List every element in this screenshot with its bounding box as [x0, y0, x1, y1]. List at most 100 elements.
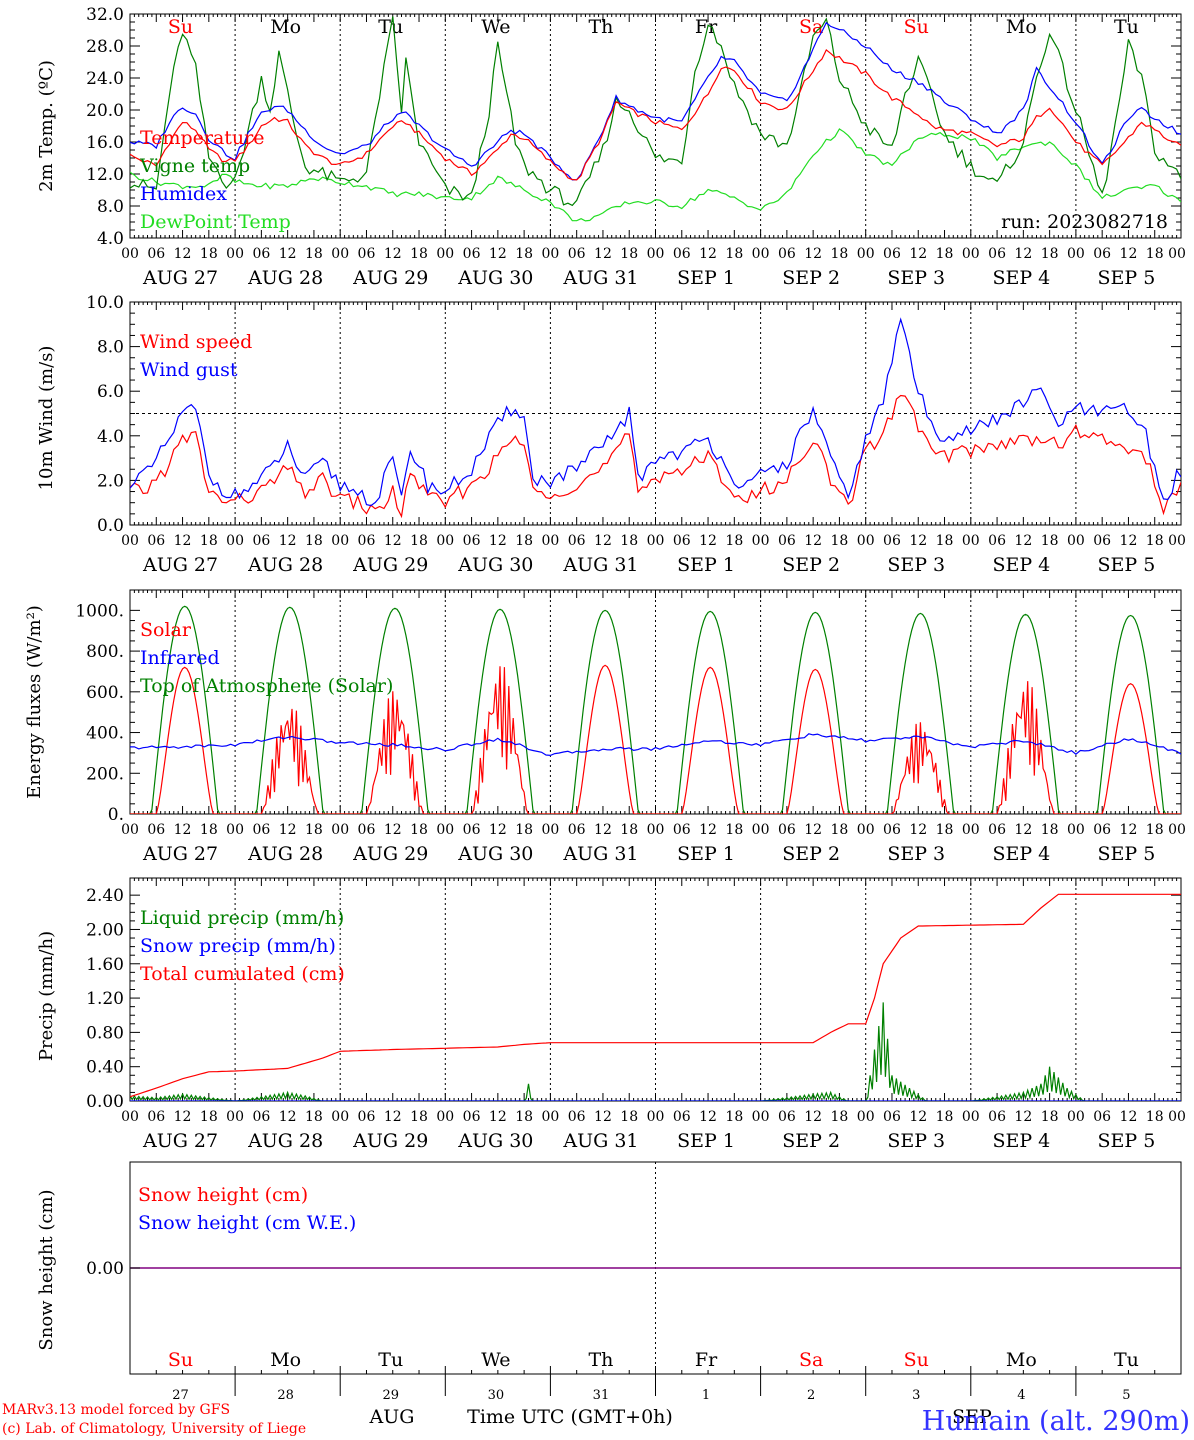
snow-y-tick-label: 0.00: [86, 1259, 124, 1279]
temp-hour-label: 00: [857, 246, 875, 262]
temp-hour-label: 12: [1120, 246, 1138, 262]
wind-hour-label: 18: [410, 533, 428, 549]
wind-hour-label: 00: [331, 533, 349, 549]
precip-hour-label: 00: [436, 1109, 454, 1125]
energy-hour-label: 06: [358, 822, 376, 838]
wind-hour-label: 06: [988, 533, 1006, 549]
wind-date-label: AUG 27: [142, 554, 218, 576]
wind-date-label: AUG 29: [352, 554, 428, 576]
energy-hour-label: 06: [568, 822, 586, 838]
energy-series-infrared: [130, 733, 1181, 757]
temp-hour-label: 06: [463, 246, 481, 262]
precip-date-label: AUG 28: [247, 1130, 323, 1152]
precip-hour-label: 00: [857, 1109, 875, 1125]
energy-hour-label: 12: [1120, 822, 1138, 838]
temp-hour-label: 12: [174, 246, 192, 262]
temp-day-name: We: [481, 16, 510, 38]
precip-date-label: AUG 27: [142, 1130, 218, 1152]
precip-hour-label: 18: [620, 1109, 638, 1125]
ylabel-energy: Energy fluxes (W/m²): [24, 605, 45, 799]
wind-hour-label: 12: [804, 533, 822, 549]
energy-hour-label: 18: [515, 822, 533, 838]
temp-date-label: SEP 3: [887, 267, 945, 289]
wind-y-tick-label: 4.0: [97, 427, 124, 447]
wind-hour-label: 00: [1067, 533, 1085, 549]
bottom-day-name: We: [481, 1349, 510, 1371]
temp-hour-label: 06: [988, 246, 1006, 262]
wind-legend: Wind speed Wind gust: [140, 331, 252, 381]
energy-hour-label: 18: [200, 822, 218, 838]
energy-x-labels: 00 06 12 18 00 06 12 18 00 06 12 18 00 06 12 18 00 06 12 18…: [121, 822, 1186, 838]
energy-date-label: AUG 27: [142, 843, 218, 865]
temp-day-name: Mo: [270, 16, 301, 38]
bottom-day-name: Th: [588, 1349, 613, 1371]
energy-hour-label: 00: [1168, 822, 1186, 838]
bottom-day-number: 28: [277, 1388, 294, 1403]
temp-day-name: Tu: [1114, 16, 1139, 38]
wind-hour-label: 00: [962, 533, 980, 549]
temp-hour-label: 18: [410, 246, 428, 262]
temp-hour-label: 00: [226, 246, 244, 262]
legend-toa-solar: Top of Atmosphere (Solar): [140, 675, 393, 697]
temp-date-label: SEP 5: [1098, 267, 1156, 289]
temp-hour-label: 12: [1014, 246, 1032, 262]
precip-y-tick-label: 0.40: [86, 1058, 124, 1078]
temp-hour-label: 12: [489, 246, 507, 262]
energy-series-solar: [130, 664, 1181, 814]
energy-y-tick-label: 1000.: [75, 601, 124, 621]
wind-hour-label: 18: [1041, 533, 1059, 549]
precip-hour-label: 00: [752, 1109, 770, 1125]
time-axis-label: Time UTC (GMT+0h): [467, 1406, 673, 1428]
bottom-day-name: Mo: [270, 1349, 301, 1371]
bottom-day-number: 1: [702, 1388, 710, 1403]
precip-y-tick-label: 0.80: [86, 1023, 124, 1043]
wind-series-red: [130, 394, 1181, 519]
energy-hour-label: 06: [1093, 822, 1111, 838]
energy-hour-label: 18: [936, 822, 954, 838]
bottom-day-name: Mo: [1006, 1349, 1037, 1371]
bottom-day-number: 31: [593, 1388, 610, 1403]
energy-date-label: SEP 5: [1098, 843, 1156, 865]
temp-hour-label: 18: [200, 246, 218, 262]
temp-y-tick-label: 8.0: [97, 197, 124, 217]
energy-date-labels: AUG 27 AUG 28 AUG 29 AUG 30 AUG 31 SEP 1 SEP 2…: [142, 843, 1155, 865]
temp-day-name: Mo: [1006, 16, 1037, 38]
wind-date-label: SEP 3: [887, 554, 945, 576]
wind-hour-label: 00: [857, 533, 875, 549]
precip-y-tick-label: 1.20: [86, 989, 124, 1009]
energy-y-tick-label: 800.: [86, 642, 124, 662]
bottom-day-name: Su: [904, 1349, 929, 1371]
energy-y-tick-label: 400.: [86, 724, 124, 744]
precip-hour-label: 00: [962, 1109, 980, 1125]
wind-y-tick-label: 0.0: [97, 516, 124, 536]
wind-hour-label: 18: [725, 533, 743, 549]
precip-hour-label: 06: [358, 1109, 376, 1125]
energy-hour-label: 12: [279, 822, 297, 838]
precip-hour-label: 12: [174, 1109, 192, 1125]
bottom-day-name: Tu: [378, 1349, 403, 1371]
temp-hour-label: 00: [436, 246, 454, 262]
energy-series-toa: [130, 605, 1181, 814]
wind-hour-label: 18: [200, 533, 218, 549]
temp-hour-label: 06: [1093, 246, 1111, 262]
temp-hour-label: 12: [804, 246, 822, 262]
temp-series-lightgreen: [130, 128, 1181, 222]
temp-hour-label: 00: [962, 246, 980, 262]
energy-hour-label: 12: [594, 822, 612, 838]
wind-hour-label: 06: [147, 533, 165, 549]
temp-date-label: SEP 1: [677, 267, 735, 289]
temp-day-name: Su: [168, 16, 193, 38]
wind-date-label: AUG 28: [247, 554, 323, 576]
legend-snow-height-we: Snow height (cm W.E.): [138, 1212, 356, 1234]
precip-series-total: [130, 893, 1181, 1098]
precip-hour-label: 18: [831, 1109, 849, 1125]
temp-hour-label: 18: [936, 246, 954, 262]
precip-hour-label: 12: [804, 1109, 822, 1125]
wind-hour-label: 18: [305, 533, 323, 549]
energy-hour-label: 06: [147, 822, 165, 838]
energy-date-label: SEP 2: [782, 843, 840, 865]
energy-hour-label: 18: [620, 822, 638, 838]
precip-hour-label: 06: [988, 1109, 1006, 1125]
wind-y-tick-label: 10.0: [86, 293, 124, 313]
